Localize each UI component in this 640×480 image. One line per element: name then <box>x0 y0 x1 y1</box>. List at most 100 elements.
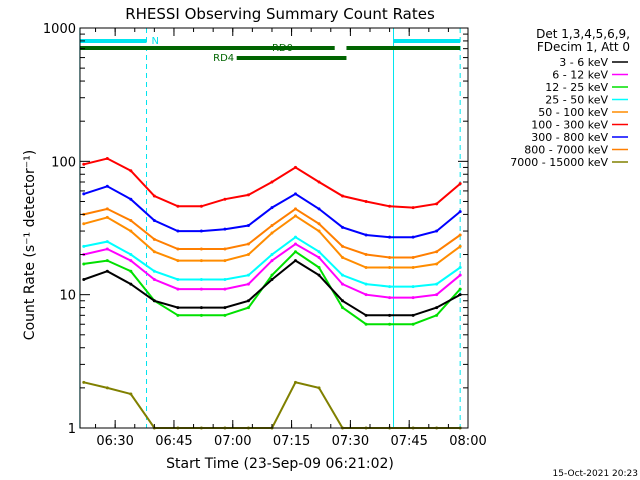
data-point-6-2 <box>129 197 133 201</box>
data-point-2-7 <box>246 306 250 310</box>
y-axis-label: Count Rate (s⁻¹ detector⁻¹) <box>22 150 38 340</box>
data-point-0-4 <box>176 306 180 310</box>
data-point-4-4 <box>176 259 180 263</box>
data-point-0-11 <box>341 299 345 303</box>
data-point-1-8 <box>270 259 274 263</box>
data-point-1-14 <box>411 296 415 300</box>
data-point-6-15 <box>435 229 439 233</box>
data-point-5-9 <box>293 165 297 169</box>
legend-label-5: 100 - 300 keV <box>531 119 608 132</box>
data-point-5-1 <box>105 157 109 161</box>
data-point-5-12 <box>364 199 368 203</box>
data-point-0-6 <box>223 306 227 310</box>
data-point-4-14 <box>411 265 415 269</box>
data-point-5-5 <box>199 204 203 208</box>
data-point-1-10 <box>317 255 321 259</box>
legend-label-8: 7000 - 15000 keV <box>510 156 608 169</box>
data-point-4-15 <box>435 262 439 266</box>
flag-label-n: N <box>152 36 159 47</box>
data-point-6-14 <box>411 235 415 239</box>
data-point-4-9 <box>293 214 297 218</box>
data-point-0-12 <box>364 313 368 317</box>
x-tick-label: 07:30 <box>332 434 369 449</box>
data-point-2-0 <box>82 262 86 266</box>
data-point-3-12 <box>364 282 368 286</box>
data-point-2-12 <box>364 322 368 326</box>
data-point-2-16 <box>458 287 462 291</box>
data-point-2-9 <box>293 250 297 254</box>
data-point-7-5 <box>199 247 203 251</box>
x-axis-label: Start Time (23-Sep-09 06:21:02) <box>166 456 394 472</box>
data-point-0-0 <box>82 277 86 281</box>
data-point-7-11 <box>341 244 345 248</box>
data-point-3-0 <box>82 244 86 248</box>
data-point-0-5 <box>199 306 203 310</box>
data-point-7-13 <box>388 255 392 259</box>
data-point-4-5 <box>199 259 203 263</box>
y-tick-label: 100 <box>51 155 76 170</box>
data-point-1-1 <box>105 247 109 251</box>
data-point-5-2 <box>129 169 133 173</box>
data-point-7-8 <box>270 224 274 228</box>
legend-label-6: 300 - 800 keV <box>531 131 608 144</box>
data-point-0-15 <box>435 306 439 310</box>
data-point-2-11 <box>341 306 345 310</box>
data-point-4-0 <box>82 222 86 226</box>
data-point-3-13 <box>388 285 392 289</box>
data-point-7-6 <box>223 247 227 251</box>
data-point-7-16 <box>458 233 462 237</box>
data-point-1-11 <box>341 282 345 286</box>
data-point-4-12 <box>364 265 368 269</box>
y-tick-label: 10 <box>59 289 76 304</box>
data-point-8-9 <box>293 380 297 384</box>
data-point-7-14 <box>411 255 415 259</box>
data-point-2-5 <box>199 313 203 317</box>
data-point-4-8 <box>270 231 274 235</box>
data-point-0-3 <box>152 299 156 303</box>
data-point-0-8 <box>270 277 274 281</box>
data-point-6-16 <box>458 210 462 214</box>
data-point-5-10 <box>317 180 321 184</box>
data-point-4-13 <box>388 265 392 269</box>
data-point-4-2 <box>129 229 133 233</box>
data-point-7-15 <box>435 250 439 254</box>
data-point-3-7 <box>246 273 250 277</box>
data-point-4-1 <box>105 215 109 219</box>
data-point-4-7 <box>246 253 250 257</box>
data-point-6-4 <box>176 229 180 233</box>
x-tick-label: 07:15 <box>273 434 310 449</box>
data-point-2-13 <box>388 322 392 326</box>
data-point-6-5 <box>199 229 203 233</box>
data-point-3-5 <box>199 277 203 281</box>
data-point-5-3 <box>152 194 156 198</box>
data-point-0-14 <box>411 313 415 317</box>
y-tick-label: 1 <box>68 422 76 437</box>
legend-label-7: 800 - 7000 keV <box>524 144 608 157</box>
data-point-6-9 <box>293 192 297 196</box>
data-point-5-13 <box>388 204 392 208</box>
data-point-0-1 <box>105 269 109 273</box>
data-point-6-10 <box>317 207 321 211</box>
legend-header-line: FDecim 1, Att 0 <box>537 40 630 54</box>
data-point-6-3 <box>152 218 156 222</box>
data-point-3-15 <box>435 282 439 286</box>
x-tick-label: 06:30 <box>96 434 133 449</box>
data-point-2-4 <box>176 313 180 317</box>
data-point-0-10 <box>317 273 321 277</box>
legend-label-3: 25 - 50 keV <box>545 94 608 107</box>
legend-label-4: 50 - 100 keV <box>538 106 608 119</box>
axes: 06:30 06:45 07:00 07:15 07:30 07:45 08:00 1 10 10… <box>43 22 487 449</box>
data-point-0-7 <box>246 299 250 303</box>
data-point-6-0 <box>82 192 86 196</box>
data-point-7-12 <box>364 253 368 257</box>
data-point-2-10 <box>317 265 321 269</box>
data-point-5-4 <box>176 204 180 208</box>
legend-label-2: 12 - 25 keV <box>545 81 608 94</box>
data-point-1-3 <box>152 277 156 281</box>
data-point-1-15 <box>435 293 439 297</box>
flag-label-rd4: RD4 <box>213 53 234 64</box>
data-point-5-14 <box>411 206 415 210</box>
data-point-8-1 <box>105 386 109 390</box>
data-point-8-2 <box>129 392 133 396</box>
